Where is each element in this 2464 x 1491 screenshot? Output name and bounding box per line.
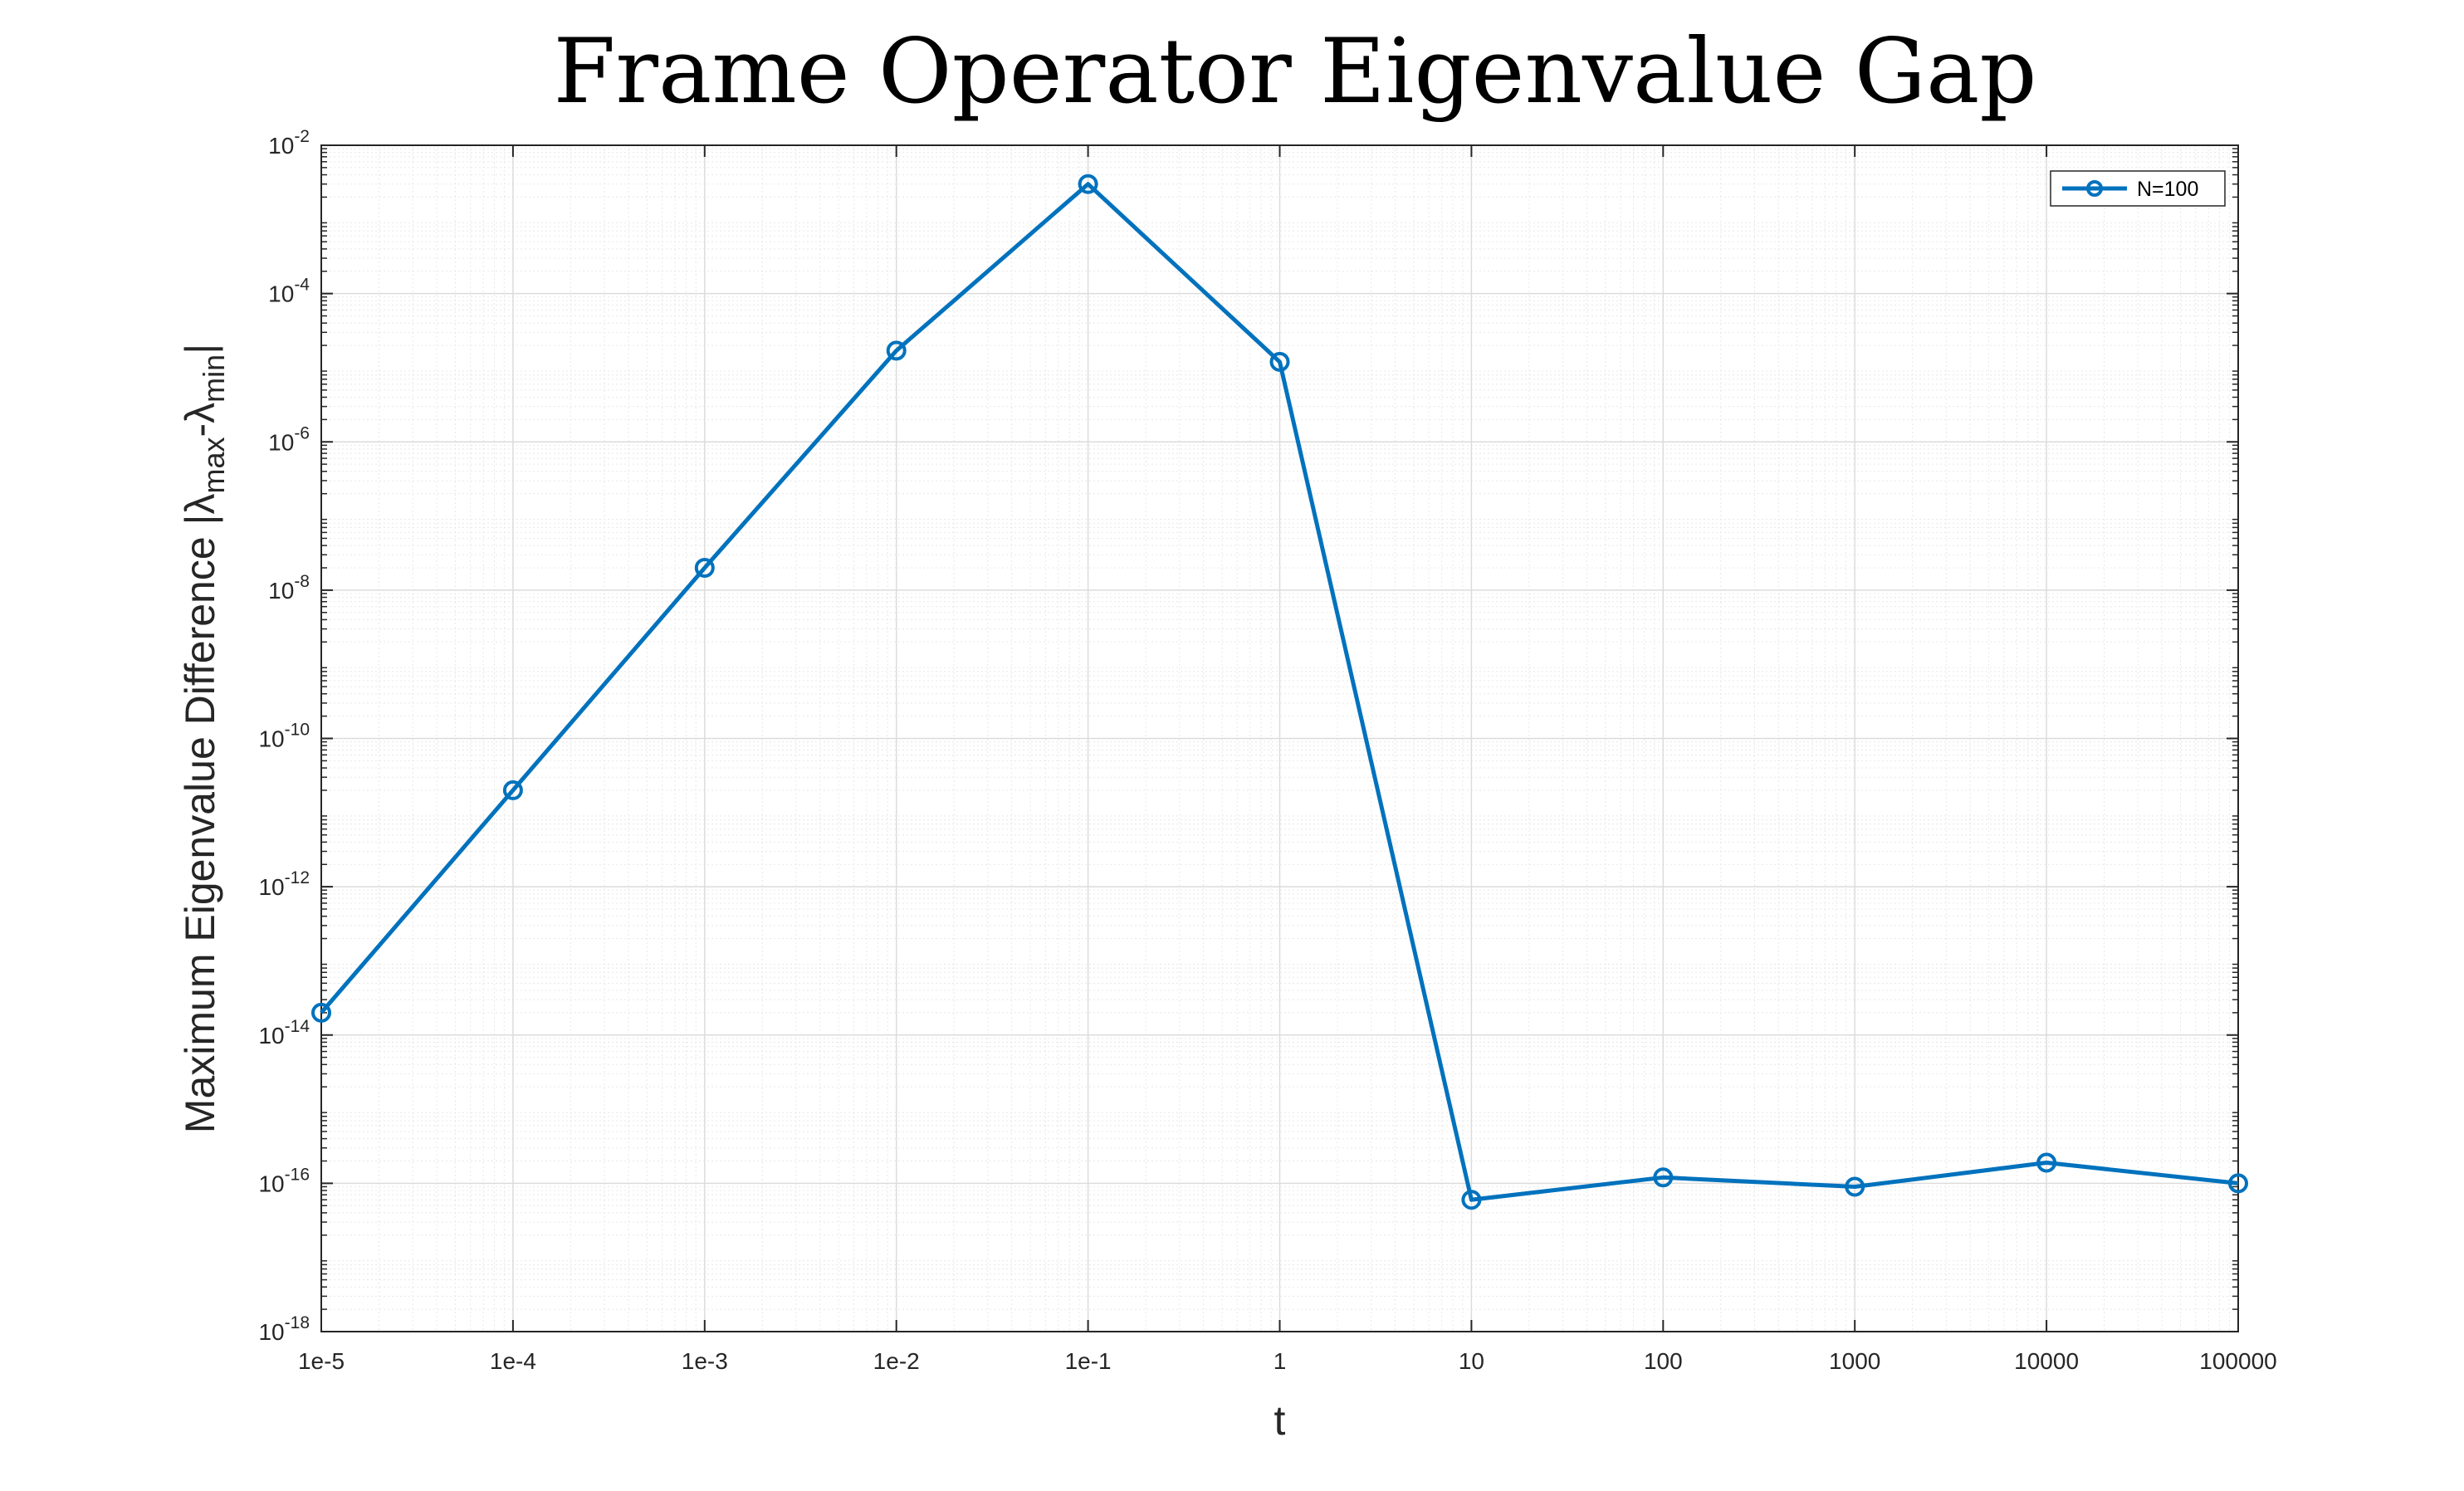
y-axis-title-sub-max: max (197, 437, 231, 493)
data-point (1845, 1176, 1865, 1197)
y-tick-label: 10-14 (258, 1017, 310, 1049)
y-tick-label: 10-18 (258, 1313, 310, 1345)
series-layer (311, 174, 2248, 1210)
minor-gridlines (321, 145, 2238, 1332)
legend: N=100 (2050, 170, 2226, 207)
x-tick-label: 1e-1 (1065, 1348, 1112, 1374)
x-tick-label: 100000 (2199, 1348, 2276, 1374)
y-axis-title-sub-min: min (197, 354, 231, 403)
data-point (694, 557, 715, 578)
data-point (2228, 1173, 2248, 1194)
data-point (502, 780, 523, 800)
legend-box (2050, 170, 2226, 207)
y-axis-title: Maximum Eigenvalue Difference |λmax-λmin… (177, 344, 231, 1133)
x-tick-label: 1e-5 (298, 1348, 345, 1374)
y-tick-label: 10-8 (268, 572, 310, 604)
x-tick-label: 1 (1274, 1348, 1287, 1374)
legend-series-label: N=100 (2137, 178, 2198, 201)
data-point (886, 340, 907, 361)
y-axis-title-lambda-2: λ (177, 403, 223, 423)
y-tick-label: 10-2 (268, 127, 310, 159)
x-tick-label: 1e-2 (873, 1348, 920, 1374)
axes-box (320, 144, 2239, 1332)
x-axis-title: t (1274, 1397, 1286, 1444)
y-tick-label: 10-16 (258, 1165, 310, 1196)
y-axis-title-suffix: | (177, 344, 223, 354)
y-tick-label: 10-4 (268, 276, 310, 307)
x-tick-label: 10000 (2014, 1348, 2079, 1374)
x-tick-label: 1e-4 (490, 1348, 536, 1374)
y-tick-label: 10-6 (268, 423, 310, 455)
x-tick-label: 1000 (1829, 1348, 1880, 1374)
data-point (1078, 174, 1098, 194)
chart-title: Frame Operator Eigenvalue Gap (553, 20, 2036, 124)
x-tick-label: 1e-3 (682, 1348, 728, 1374)
data-point (1653, 1167, 1674, 1188)
y-tick-label: 10-12 (258, 868, 310, 900)
data-point (2036, 1152, 2057, 1173)
x-tick-label: 100 (1644, 1348, 1683, 1374)
x-tick-label: 10 (1459, 1348, 1484, 1374)
data-point (1269, 351, 1290, 372)
y-tick-label: 10-10 (258, 721, 310, 752)
y-axis-title-lambda-1: λ (177, 493, 223, 514)
series-line (320, 182, 2239, 1202)
y-axis-title-prefix: Maximum Eigenvalue Difference | (177, 514, 223, 1133)
data-point (311, 1002, 331, 1023)
legend-series-marker (2086, 180, 2103, 197)
y-axis-title-minus: - (177, 423, 223, 438)
y-tick-labels: 10-18 10-16 10-14 10-12 10-10 10-8 10-6 10-4 10-… (258, 127, 310, 1345)
x-tick-labels: 1e-5 1e-4 1e-3 1e-2 1e-1 1 10 100 1000 10000 10000… (298, 1348, 2277, 1374)
data-point (1461, 1190, 1482, 1210)
